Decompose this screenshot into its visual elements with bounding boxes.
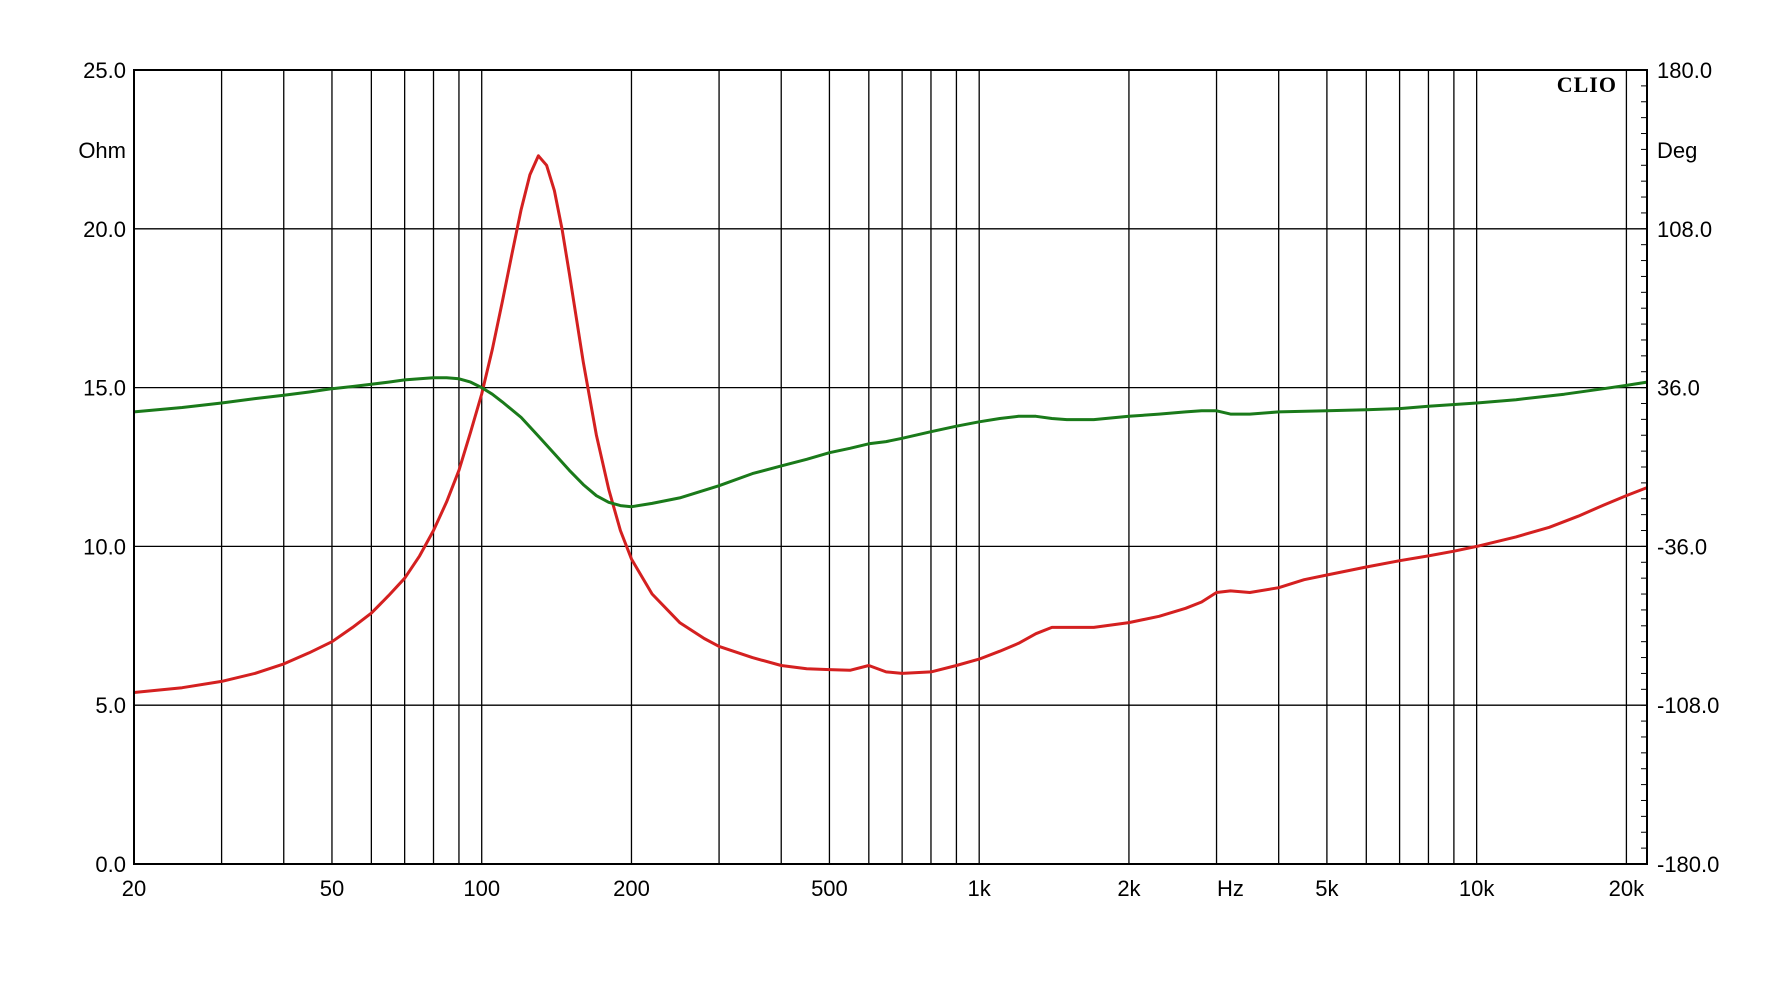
y-right-tick-label: 108.0 — [1657, 217, 1712, 242]
x-tick-label: 1k — [968, 876, 992, 901]
series-layer — [133, 154, 1648, 694]
y-axis-right-unit: Deg — [1657, 138, 1697, 163]
plot-frame — [133, 69, 1648, 865]
y-right-tick-label: -108.0 — [1657, 693, 1719, 718]
y-left-tick-label: 10.0 — [83, 534, 126, 559]
x-axis-label: Hz — [1217, 876, 1244, 901]
y-left-tick-label: 25.0 — [83, 58, 126, 83]
grid — [134, 69, 1647, 865]
x-tick-label: 20k — [1609, 876, 1645, 901]
y-right-tick-label: -36.0 — [1657, 534, 1707, 559]
x-tick-label: 50 — [320, 876, 344, 901]
x-tick-label: 500 — [811, 876, 848, 901]
y-left-tick-label: 20.0 — [83, 217, 126, 242]
y-axis-left-unit: Ohm — [78, 138, 126, 163]
x-tick-label: 2k — [1117, 876, 1141, 901]
x-tick-label: 200 — [613, 876, 650, 901]
brand-logo: CLIO — [1557, 72, 1617, 97]
y-right-tick-label: -180.0 — [1657, 852, 1719, 877]
x-tick-label: 5k — [1315, 876, 1339, 901]
impedance-series-line — [133, 154, 1648, 694]
y-left-tick-label: 0.0 — [95, 852, 126, 877]
x-tick-label: 20 — [122, 876, 146, 901]
y-right-tick-label: 36.0 — [1657, 376, 1700, 401]
phase-series-line — [133, 376, 1648, 509]
y-left-tick-label: 5.0 — [95, 693, 126, 718]
x-tick-label: 10k — [1459, 876, 1495, 901]
y-left-tick-label: 15.0 — [83, 376, 126, 401]
y-right-tick-label: 180.0 — [1657, 58, 1712, 83]
x-tick-label: 100 — [463, 876, 500, 901]
tick-labels: 20 50 100 200 500 1k 2k 5k 10k 20k Hz 0.0 5.0 10.0 15.… — [83, 58, 1719, 901]
